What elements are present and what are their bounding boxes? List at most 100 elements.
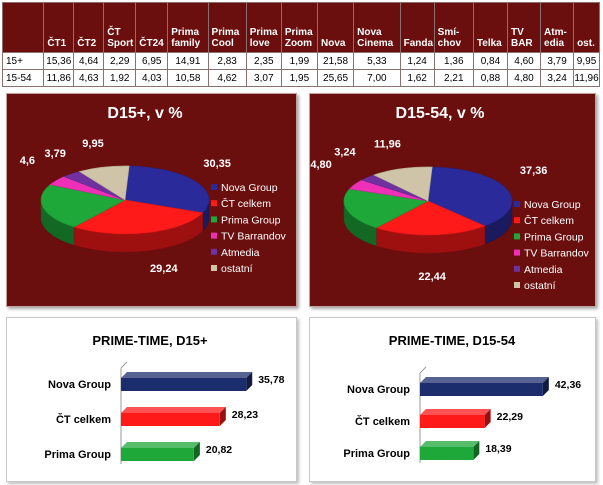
bar-chart-prime-time-d15-54: PRIME-TIME, D15-54 Nova Group 42,36 ČT celk… (309, 317, 596, 482)
legend-swatch (211, 184, 217, 190)
table-cell: 0,88 (472, 69, 508, 87)
table-header-cell (1, 2, 45, 53)
bar (420, 415, 485, 428)
bar-top (420, 409, 491, 415)
pie-slice (40, 184, 126, 228)
data-label: 37,36 (520, 165, 548, 177)
pie-tops (343, 166, 513, 236)
legend-entry: Atmedia (221, 247, 260, 259)
legend-swatch (514, 265, 520, 272)
chart-title: D15-54, v % (396, 105, 485, 122)
table-header-cell: Telka (472, 2, 508, 53)
table-cell: 11,86 (43, 69, 75, 87)
legend-entry: ostatní (221, 263, 253, 275)
pie-chart-svg: D15-54, v %37,3622,4420,224,803,2411,96N… (310, 105, 590, 292)
table-cell: 3,24 (540, 69, 575, 87)
table-cell: 2,83 (207, 52, 247, 70)
table-cell: 1,36 (433, 52, 474, 70)
legend-swatch (211, 265, 217, 271)
legend-swatch (514, 282, 520, 288)
bar-chart-svg: PRIME-TIME, D15+ Nova Group 35,78 ČT celkem… (44, 333, 285, 464)
table-row: 15-54 11,86 4,63 1,92 4,03 10,58 4,62 3,… (1, 69, 600, 87)
pie-slice (373, 166, 433, 202)
category-label: Prima Group (343, 448, 410, 460)
category-label: ČT celkem (56, 413, 111, 426)
legend-entry: ČT celkem (221, 197, 271, 210)
table-cell: 5,33 (353, 52, 401, 70)
legend-swatch (514, 217, 520, 224)
data-label: 20,82 (206, 444, 232, 456)
table-header-cell: Prima Cool (207, 2, 247, 53)
table-cell: 1,95 (280, 69, 318, 87)
pie-slice (343, 188, 429, 229)
table-cell: 3,07 (245, 69, 282, 87)
table-header-cell: TV BAR (506, 2, 542, 53)
pie-slice (427, 166, 513, 227)
table-cell: 2,29 (103, 52, 137, 70)
axis-depth (120, 361, 128, 369)
pie-chart-d15-54: D15-54, v %37,3622,4420,224,803,2411,96N… (309, 93, 596, 307)
table-cell: 7,00 (353, 69, 401, 87)
category-label: ČT celkem (355, 415, 410, 428)
table-cell: 21,58 (316, 52, 355, 70)
chart-title: PRIME-TIME, D15-54 (389, 333, 516, 348)
bar-top (121, 442, 200, 448)
table-cell: 4,63 (73, 69, 105, 87)
table-header-cell: Nova Cinema (353, 2, 401, 53)
legend-swatch (211, 216, 217, 223)
table-cell: 1,99 (280, 52, 318, 70)
data-label: 4,80 (310, 159, 331, 171)
legend-entry: TV Barrandov (524, 248, 590, 260)
legend-swatch (514, 249, 520, 256)
bar-side (484, 409, 491, 428)
legend-swatch (514, 201, 520, 207)
table-header-cell: ČT Sport (103, 2, 137, 53)
bar-chart-svg: PRIME-TIME, D15-54 Nova Group 42,36 ČT celk… (343, 333, 581, 463)
bar (420, 383, 543, 396)
data-label: 3,79 (44, 148, 65, 160)
pie-chart-d15: D15+, v %30,3529,2422,084,63,799,95Nova … (6, 93, 297, 307)
legend-entry: Nova Group (221, 182, 278, 194)
bar-top (121, 372, 253, 378)
chart-title: PRIME-TIME, D15+ (92, 333, 208, 348)
share-table: ČT1 ČT2 ČT Sport ČT24 Prima family Prima… (1, 2, 600, 87)
data-label: 35,78 (258, 374, 284, 386)
legend-entry: Prima Group (524, 231, 584, 243)
table-cell: 15,36 (43, 52, 75, 70)
data-label: 4,6 (20, 155, 35, 167)
category-label: Nova Group (347, 384, 410, 396)
table-cell: 15+ (1, 52, 45, 70)
data-label: 9,95 (82, 138, 103, 150)
data-label: 18,39 (485, 443, 511, 455)
table-cell: 11,96 (573, 69, 600, 87)
table-header-cell: Prima family (167, 2, 209, 53)
pie-slice (124, 165, 210, 214)
pie-chart-svg: D15+, v %30,3529,2422,084,63,799,95Nova … (20, 105, 287, 275)
table-header-cell: ČT2 (73, 2, 105, 53)
legend-entry: Prima Group (221, 214, 281, 226)
bar-top (121, 407, 226, 413)
data-label: 3,24 (334, 147, 356, 159)
legend-swatch (211, 200, 217, 207)
legend-entry: TV Barrandov (221, 231, 287, 243)
table-cell: 0,84 (472, 52, 508, 70)
table-header-cell: Prima Zoom (280, 2, 318, 53)
table-cell: 6,95 (135, 52, 169, 70)
category-label: Nova Group (48, 379, 111, 391)
table-header-cell: Fanda (399, 2, 435, 53)
legend-entry: ČT celkem (524, 214, 574, 227)
legend-swatch (211, 232, 217, 239)
bar (121, 413, 220, 426)
table-header-row: ČT1 ČT2 ČT Sport ČT24 Prima family Prima… (1, 2, 600, 53)
table-header-cell: ČT24 (135, 2, 169, 53)
table-cell: 2,35 (245, 52, 282, 70)
pie-slice (78, 165, 130, 201)
pie-tops (40, 165, 210, 235)
table-cell: 25,65 (316, 69, 355, 87)
table-cell: 4,03 (135, 69, 169, 87)
table-cell: 4,64 (73, 52, 105, 70)
category-label: Prima Group (44, 449, 111, 461)
data-label: 22,44 (418, 271, 446, 283)
table-cell: 1,24 (399, 52, 435, 70)
table-cell: 1,92 (103, 69, 137, 87)
